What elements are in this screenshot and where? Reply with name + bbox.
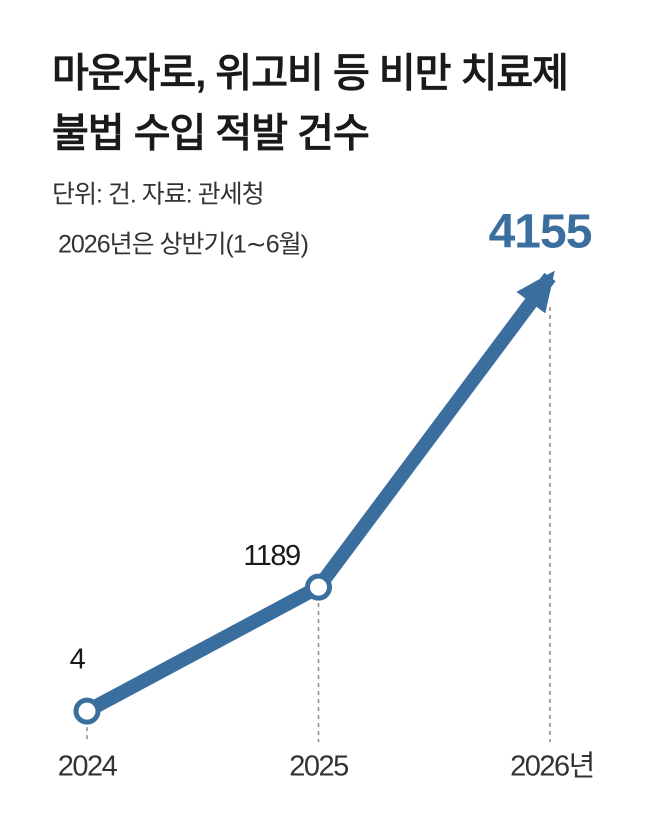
x-tick-label: 2026년 [510, 751, 594, 783]
point [73, 697, 101, 725]
x-tick-label: 2025 [289, 751, 348, 783]
chart-title: 불법 수입 적발 건수 [52, 112, 369, 156]
value-label: 4155 [489, 206, 592, 259]
value-label: 4 [70, 644, 86, 676]
note: 단위: 건. 자료: 관세청 [52, 181, 264, 209]
chart-title: 마운자로, 위고비 등 비만 치료제 [52, 52, 568, 96]
arrow-head [516, 270, 555, 314]
value-label: 1189 [243, 540, 300, 572]
note: 2026년은 상반기(1∼6월) [58, 231, 308, 259]
x-tick-label: 2024 [58, 751, 118, 783]
point [305, 573, 332, 601]
